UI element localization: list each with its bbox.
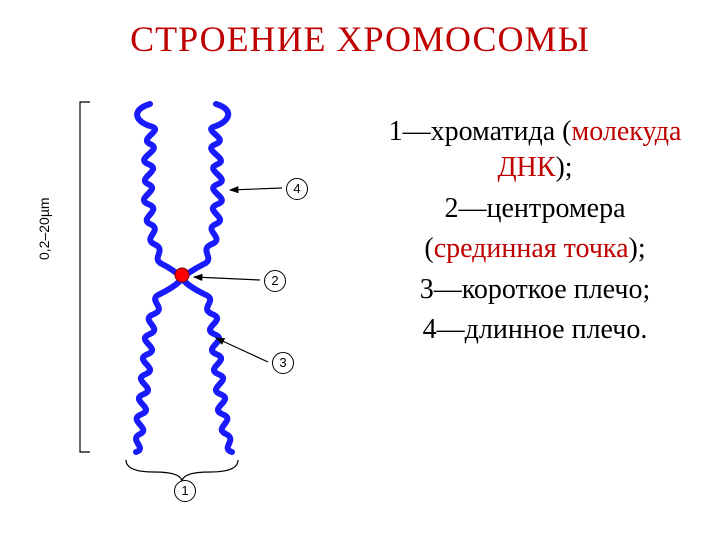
- page-title: СТРОЕНИЕ ХРОМОСОМЫ: [0, 18, 720, 60]
- legend-1-suffix: );: [555, 152, 572, 183]
- legend: 1—хроматида (молекуда ДНК); 2—центромера…: [370, 110, 700, 352]
- legend-4-prefix: 3—короткое плечо;: [420, 274, 651, 305]
- callout-label-3: 3: [272, 352, 294, 374]
- callout-label-1: 1: [174, 480, 196, 502]
- legend-item-3: (срединная точка);: [370, 231, 700, 267]
- callout-label-2: 2: [264, 270, 286, 292]
- legend-1-prefix: 1—хроматида (: [389, 116, 572, 147]
- legend-3-accent: срединная точка: [434, 233, 629, 264]
- callout-label-4: 4: [286, 178, 308, 200]
- legend-item-2: 2—центромера: [370, 191, 700, 227]
- chromosome-svg: [30, 80, 360, 500]
- chromosome-diagram: 0,2–20µm 1 2 3 4: [30, 80, 360, 500]
- legend-5-prefix: 4—длинное плечо.: [423, 314, 648, 345]
- legend-item-5: 4—длинное плечо.: [370, 312, 700, 348]
- size-label: 0,2–20µm: [36, 197, 52, 260]
- legend-3-prefix: (: [424, 233, 433, 264]
- legend-item-1: 1—хроматида (молекуда ДНК);: [370, 114, 700, 187]
- legend-item-4: 3—короткое плечо;: [370, 272, 700, 308]
- page: СТРОЕНИЕ ХРОМОСОМЫ 0,2–20µm 1 2 3 4 1—хр…: [0, 0, 720, 540]
- legend-2-prefix: 2—центромера: [444, 193, 625, 224]
- legend-3-suffix: );: [629, 233, 646, 264]
